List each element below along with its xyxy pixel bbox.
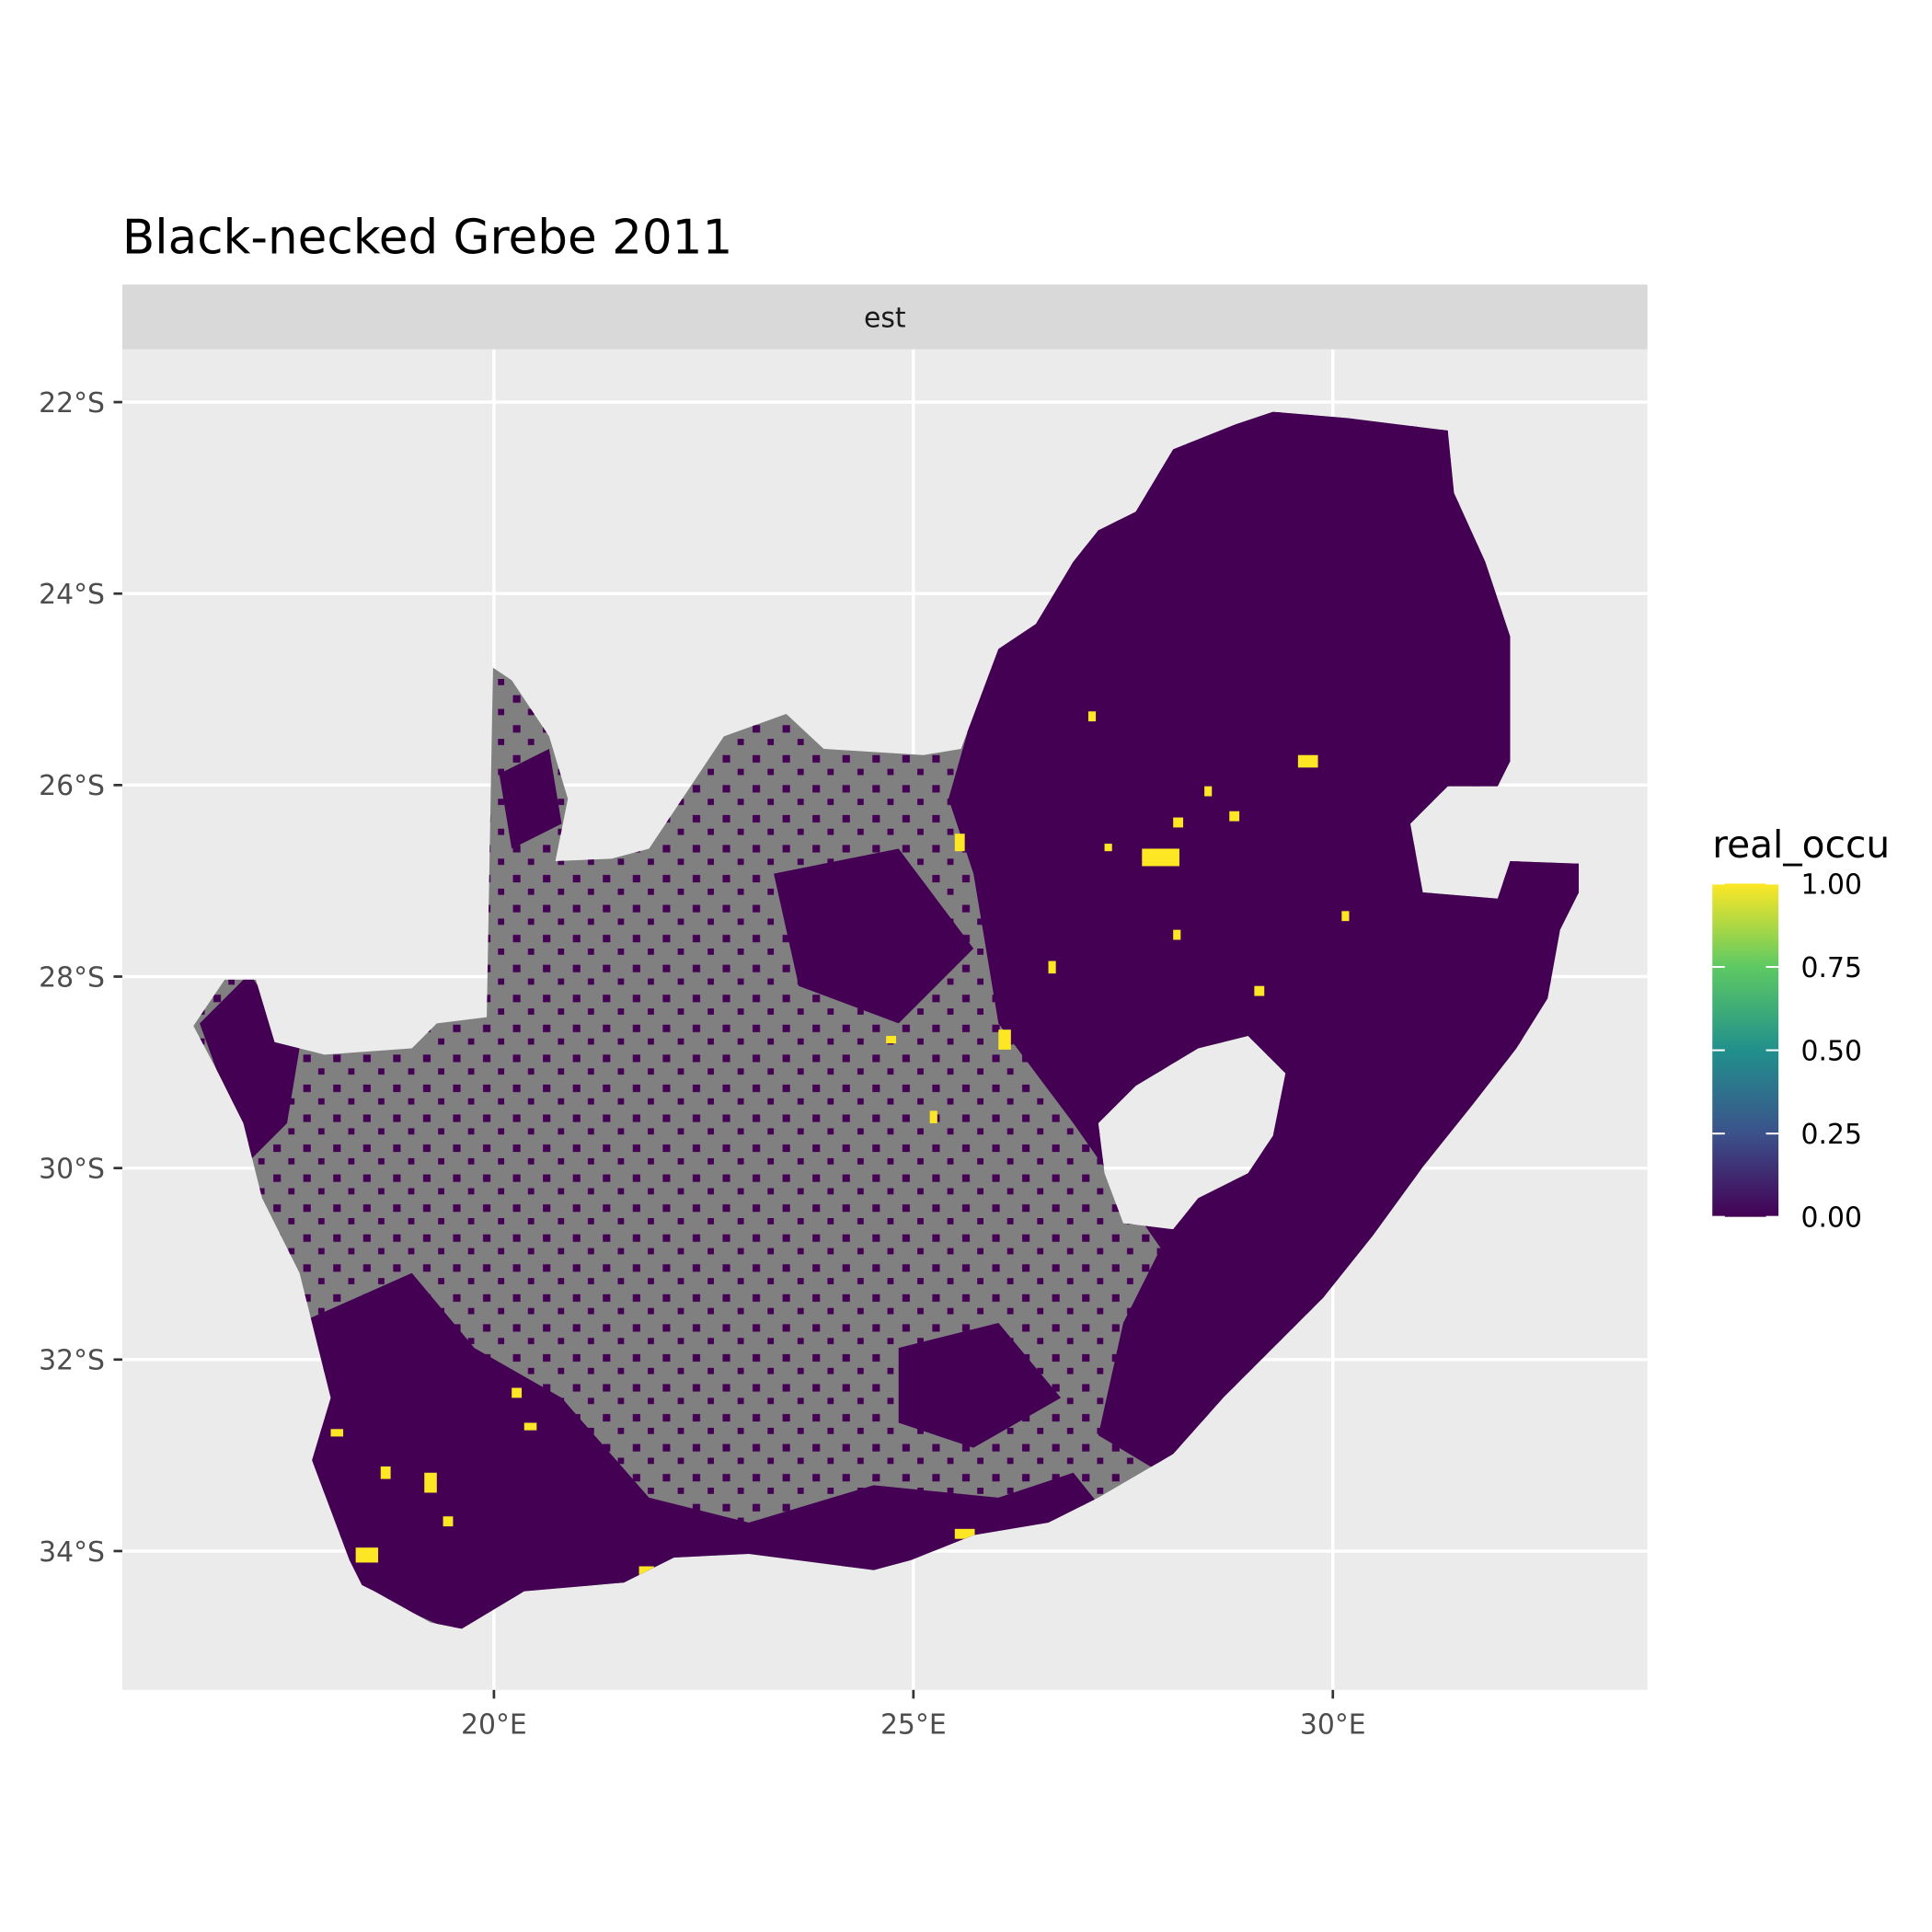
- y-tick-label: 24°S: [39, 579, 105, 611]
- raster-region: [299, 1272, 1123, 1629]
- legend-tick-label: 0.25: [1801, 1119, 1862, 1151]
- raster-region: [774, 848, 974, 1024]
- y-tick-label: 22°S: [39, 387, 105, 420]
- legend-tick-label: 0.75: [1801, 952, 1862, 984]
- y-tick-label: 28°S: [39, 961, 105, 994]
- y-tick-label: 26°S: [39, 770, 105, 802]
- legend-title: real_occu: [1712, 822, 1890, 867]
- x-tick-label: 20°E: [461, 1708, 527, 1741]
- facet-label: est: [864, 302, 906, 334]
- y-tick-label: 30°S: [39, 1153, 105, 1185]
- y-tick-label: 34°S: [39, 1536, 105, 1569]
- axes: 20°E 25°E 30°E 22°S 24°S 26°S 28°S 30°S 32°S 34°S: [39, 387, 1365, 1741]
- raster-region: [499, 748, 562, 849]
- facet-strip: [121, 284, 1648, 350]
- chart-title: Black-necked Grebe 2011: [122, 210, 732, 265]
- x-tick-label: 30°E: [1300, 1708, 1366, 1741]
- raster-region: [1098, 1198, 1323, 1473]
- raster-region: [898, 1322, 1062, 1448]
- legend: real_occu 0.00 0.25 0.50 0.75 1.00: [1712, 822, 1890, 1235]
- y-tick-label: 32°S: [39, 1345, 105, 1377]
- legend-tick-label: 0.00: [1801, 1202, 1862, 1235]
- legend-tick-label: 1.00: [1801, 868, 1862, 901]
- x-tick-label: 25°E: [880, 1708, 947, 1741]
- legend-tick-label: 0.50: [1801, 1035, 1862, 1067]
